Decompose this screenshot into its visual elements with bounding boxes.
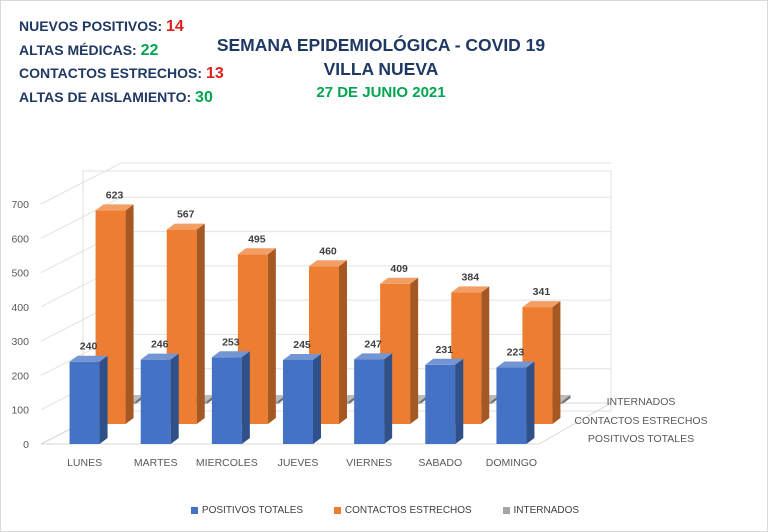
depth-axis-label: INTERNADOS	[607, 396, 676, 408]
stat-label: ALTAS MÉDICAS:	[19, 41, 137, 58]
y-tick-label: 700	[11, 199, 29, 211]
stat-label: NUEVOS POSITIVOS:	[19, 18, 163, 34]
data-label-contactos: 567	[177, 209, 195, 221]
data-label-contactos: 495	[248, 233, 266, 245]
stat-nuevos-positivos: NUEVOS POSITIVOS: 14	[19, 15, 224, 39]
stat-value: 30	[195, 88, 213, 106]
data-label-positivos: 253	[222, 336, 240, 348]
bar-front	[211, 357, 242, 444]
bar-front	[69, 361, 100, 444]
y-tick-label: 500	[11, 268, 29, 280]
bar-side	[196, 223, 205, 424]
legend-swatch	[502, 507, 510, 514]
bar-top	[425, 358, 464, 365]
y-tick-label: 200	[11, 370, 29, 382]
x-tick-label: MARTES	[134, 457, 178, 469]
bar-side	[410, 277, 419, 424]
stat-altas-medicas: ALTAS MÉDICAS: 22	[19, 39, 224, 63]
y-tick-label: 400	[11, 302, 29, 314]
stat-label: ALTAS DE AISLAMIENTO:	[19, 88, 192, 105]
bar-front	[496, 367, 527, 444]
data-label-contactos: 460	[319, 245, 337, 257]
bar-side	[313, 354, 321, 444]
legend-item-contactos: CONTACTOS ESTRECHOS	[333, 505, 472, 516]
data-label-positivos: 247	[364, 338, 382, 350]
x-tick-label: LUNES	[67, 457, 102, 469]
x-tick-label: SABADO	[418, 457, 462, 469]
legend-item-positivos: POSITIVOS TOTALES	[190, 505, 304, 516]
gridline	[40, 196, 611, 239]
bar-top	[283, 354, 321, 360]
legend-label: CONTACTOS ESTRECHOS	[344, 505, 472, 516]
bar-side	[552, 301, 561, 424]
stat-label: CONTACTOS ESTRECHOS:	[19, 65, 203, 81]
stat-altas-aislamiento: ALTAS DE AISLAMIENTO: 30	[19, 86, 224, 110]
chart-title: SEMANA EPIDEMIOLÓGICA - COVID 19	[216, 35, 546, 55]
legend-label: POSITIVOS TOTALES	[201, 505, 304, 516]
bar-top	[380, 277, 419, 284]
stat-value: 14	[166, 18, 184, 35]
depth-axis-label: POSITIVOS TOTALES	[588, 433, 694, 445]
bar-top	[496, 361, 535, 368]
legend-swatch	[333, 507, 341, 514]
gridline	[40, 162, 611, 205]
bar-side	[526, 361, 535, 444]
data-label-positivos: 231	[436, 344, 454, 356]
x-tick-label: MIERCOLES	[196, 457, 258, 469]
data-label-positivos: 245	[293, 339, 311, 351]
bar-top	[522, 301, 561, 308]
bar-top	[237, 248, 276, 255]
stat-value: 22	[140, 41, 159, 59]
bar-side	[267, 248, 276, 424]
y-tick-label: 300	[11, 336, 29, 348]
bar-side	[384, 353, 393, 444]
bar-side	[99, 355, 108, 444]
bar-top	[140, 353, 179, 360]
legend: POSITIVOS TOTALES CONTACTOS ESTRECHOS IN…	[1, 505, 768, 516]
bar-top	[354, 353, 393, 360]
legend-label: INTERNADOS	[513, 505, 580, 516]
data-label-contactos: 341	[533, 286, 551, 298]
legend-item-internados: INTERNADOS	[502, 505, 580, 516]
bar-top	[69, 355, 108, 362]
data-label-contactos: 623	[106, 189, 124, 201]
bar-side	[339, 260, 347, 424]
chart-subtitle: VILLA NUEVA	[323, 59, 439, 79]
x-tick-label: JUEVES	[278, 457, 319, 469]
bar-side	[241, 351, 250, 444]
title-block: SEMANA EPIDEMIOLÓGICA - COVID 19 VILLA N…	[131, 33, 631, 105]
stat-contactos-estrechos: CONTACTOS ESTRECHOS: 13	[19, 62, 224, 86]
data-label-positivos: 240	[80, 341, 98, 353]
bar-front	[283, 360, 313, 444]
y-tick-label: 100	[11, 405, 29, 417]
stat-value: 13	[205, 65, 224, 82]
y-tick-label: 600	[11, 233, 29, 245]
bar-front	[425, 364, 456, 444]
data-label-contactos: 384	[462, 271, 480, 283]
bar-top	[95, 204, 134, 211]
data-label-contactos: 409	[390, 263, 408, 275]
bar-side	[481, 286, 490, 424]
bar-top	[309, 260, 347, 267]
bar-top	[211, 351, 250, 358]
bar-side	[125, 204, 134, 424]
legend-swatch	[190, 507, 198, 514]
data-label-positivos: 246	[151, 339, 169, 351]
chart-date: 27 DE JUNIO 2021	[316, 84, 446, 101]
x-tick-label: VIERNES	[346, 457, 392, 469]
bar-side	[562, 395, 571, 404]
bar-front	[140, 359, 171, 444]
depth-axis-label: CONTACTOS ESTRECHOS	[574, 415, 707, 427]
stats-panel: NUEVOS POSITIVOS: 14 ALTAS MÉDICAS: 22 C…	[19, 15, 224, 109]
x-tick-label: DOMINGO	[486, 457, 537, 469]
bar-top	[166, 223, 205, 230]
bar-side	[170, 353, 179, 444]
bar-side	[455, 358, 464, 444]
bar-front	[354, 359, 385, 444]
bar-top	[451, 286, 490, 293]
y-tick-label: 0	[23, 439, 29, 451]
bar-chart-3d: 0100200300400500600700131110119776235674…	[11, 162, 708, 469]
data-label-positivos: 223	[507, 347, 525, 359]
